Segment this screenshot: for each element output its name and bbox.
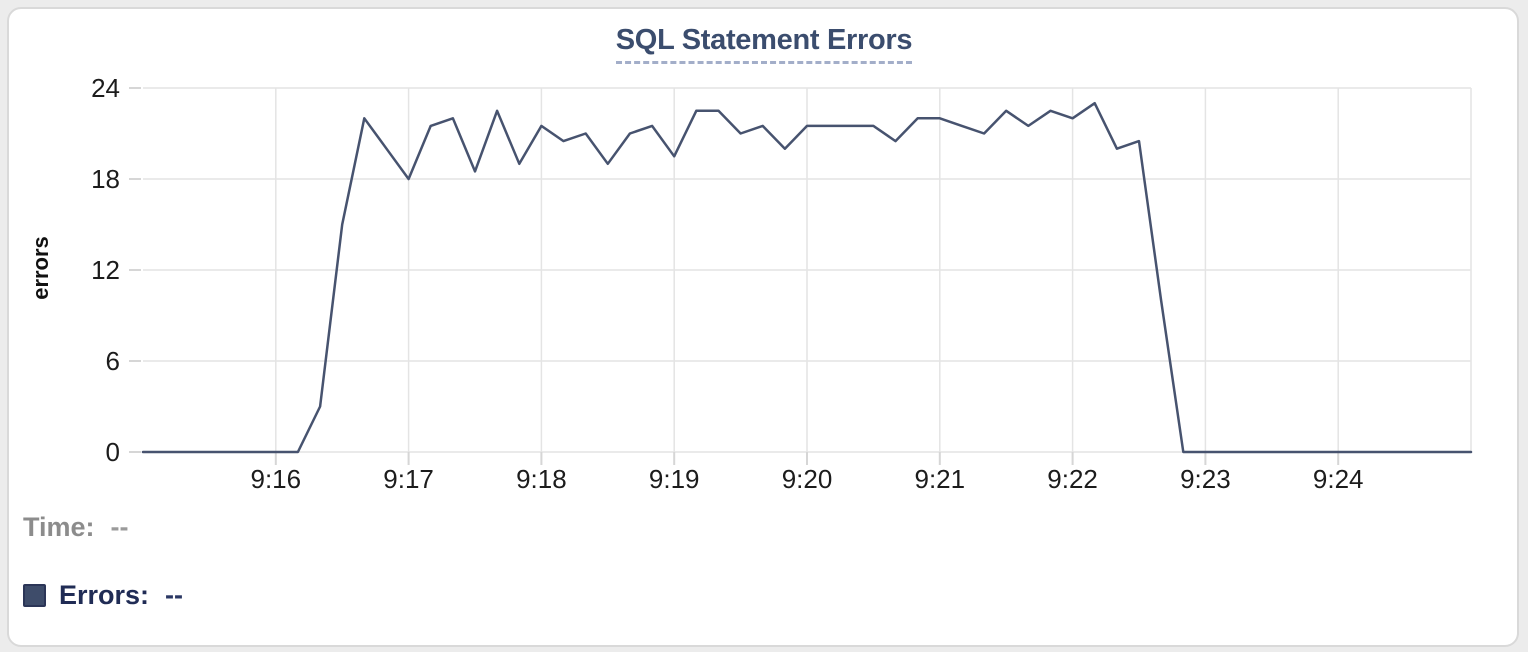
y-axis-title: errors [28,236,53,300]
errors-series-line [141,101,1473,454]
x-tick-label: 9:19 [649,464,700,494]
x-tick-label: 9:17 [383,464,434,494]
time-label: Time: [23,512,95,542]
x-tick-label: 9:21 [914,464,965,494]
x-tick-label: 9:22 [1047,464,1098,494]
hover-readout-time: Time: -- [23,512,129,543]
y-tick-label: 12 [91,255,120,285]
time-value: -- [110,512,129,542]
chart-card [7,7,1519,647]
errors-value: -- [165,580,184,610]
x-tick-label: 9:23 [1180,464,1231,494]
y-tick-label: 18 [91,164,120,194]
y-tick-label: 6 [106,346,120,376]
errors-series-swatch [23,584,46,607]
y-tick-label: 0 [106,437,120,467]
x-tick-label: 9:24 [1313,464,1364,494]
chart-header: SQL Statement Errors [0,24,1528,64]
hover-readout-errors: Errors: -- [23,580,183,611]
errors-label: Errors: [59,580,150,610]
x-tick-label: 9:16 [250,464,301,494]
x-tick-label: 9:20 [782,464,833,494]
chart-title[interactable]: SQL Statement Errors [615,24,913,64]
x-tick-label: 9:18 [516,464,567,494]
y-tick-label: 24 [91,73,120,103]
